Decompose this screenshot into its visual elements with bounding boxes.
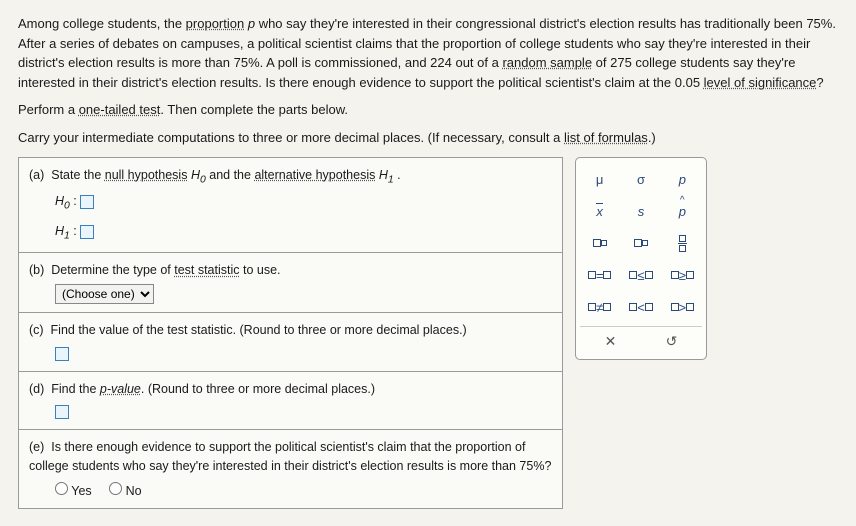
- text-fragment: ?: [816, 75, 823, 90]
- symbol-palette: μ σ p x s p = ≤ ≥ ≠ < > ✕ ↺: [575, 157, 707, 360]
- no-radio[interactable]: [109, 482, 122, 495]
- part-e-cell: (e) Is there enough evidence to support …: [19, 430, 563, 509]
- symbol-p[interactable]: p: [663, 164, 702, 194]
- h1-input-row: H1 :: [55, 222, 552, 244]
- intro-paragraph-1: Among college students, the proportion p…: [18, 14, 838, 92]
- symbol-xbar[interactable]: x: [580, 196, 619, 226]
- text-fragment: Find the: [51, 382, 100, 396]
- symbol-gte[interactable]: ≥: [663, 260, 702, 290]
- symbol-equals[interactable]: =: [580, 260, 619, 290]
- part-label: (c): [29, 323, 44, 337]
- text-fragment: . (Round to three or more decimal places…: [141, 382, 375, 396]
- h1-label: H1: [55, 224, 70, 238]
- term-random-sample[interactable]: random sample: [502, 55, 592, 70]
- yes-radio[interactable]: [55, 482, 68, 495]
- symbol-square-subscript[interactable]: [621, 228, 660, 258]
- symbol-gt[interactable]: >: [663, 292, 702, 322]
- h1-symbol: H1: [379, 168, 394, 182]
- text-fragment: .: [394, 168, 401, 182]
- term-proportion[interactable]: proportion: [186, 16, 245, 31]
- part-label: (b): [29, 263, 44, 277]
- term-p-value[interactable]: p-value: [100, 382, 141, 396]
- term-list-of-formulas[interactable]: list of formulas: [564, 130, 648, 145]
- part-c-cell: (c) Find the value of the test statistic…: [19, 313, 563, 372]
- symbol-sigma[interactable]: σ: [621, 164, 660, 194]
- term-null-hypothesis[interactable]: null hypothesis: [105, 168, 188, 182]
- variable-p: p: [248, 16, 255, 31]
- symbol-neq[interactable]: ≠: [580, 292, 619, 322]
- symbol-square-exponent[interactable]: [580, 228, 619, 258]
- test-statistic-input[interactable]: [55, 347, 69, 361]
- yes-option[interactable]: Yes: [55, 484, 92, 498]
- symbol-s[interactable]: s: [621, 196, 660, 226]
- part-label: (a): [29, 168, 44, 182]
- term-level-of-significance[interactable]: level of significance: [704, 75, 817, 90]
- h0-input-row: H0 :: [55, 192, 552, 214]
- text-fragment: Carry your intermediate computations to …: [18, 130, 564, 145]
- reset-button[interactable]: ↺: [641, 327, 702, 355]
- symbol-phat[interactable]: p: [663, 196, 702, 226]
- term-test-statistic[interactable]: test statistic: [174, 263, 239, 277]
- part-label: (d): [29, 382, 44, 396]
- p-value-input[interactable]: [55, 405, 69, 419]
- text-fragment: and the: [209, 168, 254, 182]
- h0-input[interactable]: [80, 195, 94, 209]
- symbol-lte[interactable]: ≤: [621, 260, 660, 290]
- part-label: (e): [29, 440, 44, 454]
- symbol-fraction[interactable]: [663, 228, 702, 258]
- test-statistic-select[interactable]: (Choose one): [55, 284, 154, 304]
- part-a-cell: (a) State the null hypothesis H0 and the…: [19, 158, 563, 253]
- intro-paragraph-3: Carry your intermediate computations to …: [18, 128, 838, 148]
- text-fragment: State the: [51, 168, 105, 182]
- no-option[interactable]: No: [109, 484, 141, 498]
- colon: :: [70, 224, 80, 238]
- problem-statement: Among college students, the proportion p…: [18, 14, 838, 147]
- text-fragment: Perform a: [18, 102, 79, 117]
- text-fragment: to use.: [240, 263, 281, 277]
- clear-button[interactable]: ✕: [580, 327, 641, 355]
- intro-paragraph-2: Perform a one-tailed test. Then complete…: [18, 100, 838, 120]
- part-b-cell: (b) Determine the type of test statistic…: [19, 253, 563, 313]
- text-fragment: .): [648, 130, 656, 145]
- text-fragment: Among college students, the: [18, 16, 186, 31]
- colon: :: [70, 194, 80, 208]
- symbol-mu[interactable]: μ: [580, 164, 619, 194]
- text-fragment: Find the value of the test statistic. (R…: [51, 323, 467, 337]
- parts-table: (a) State the null hypothesis H0 and the…: [18, 157, 563, 509]
- term-alternative-hypothesis[interactable]: alternative hypothesis: [254, 168, 375, 182]
- h0-label: H0: [55, 194, 70, 208]
- text-fragment: Is there enough evidence to support the …: [29, 440, 551, 473]
- symbol-lt[interactable]: <: [621, 292, 660, 322]
- h1-input[interactable]: [80, 225, 94, 239]
- part-d-cell: (d) Find the p-value. (Round to three or…: [19, 371, 563, 430]
- text-fragment: Determine the type of: [51, 263, 174, 277]
- term-one-tailed-test[interactable]: one-tailed test: [79, 102, 161, 117]
- h0-symbol: H0: [191, 168, 206, 182]
- text-fragment: . Then complete the parts below.: [160, 102, 348, 117]
